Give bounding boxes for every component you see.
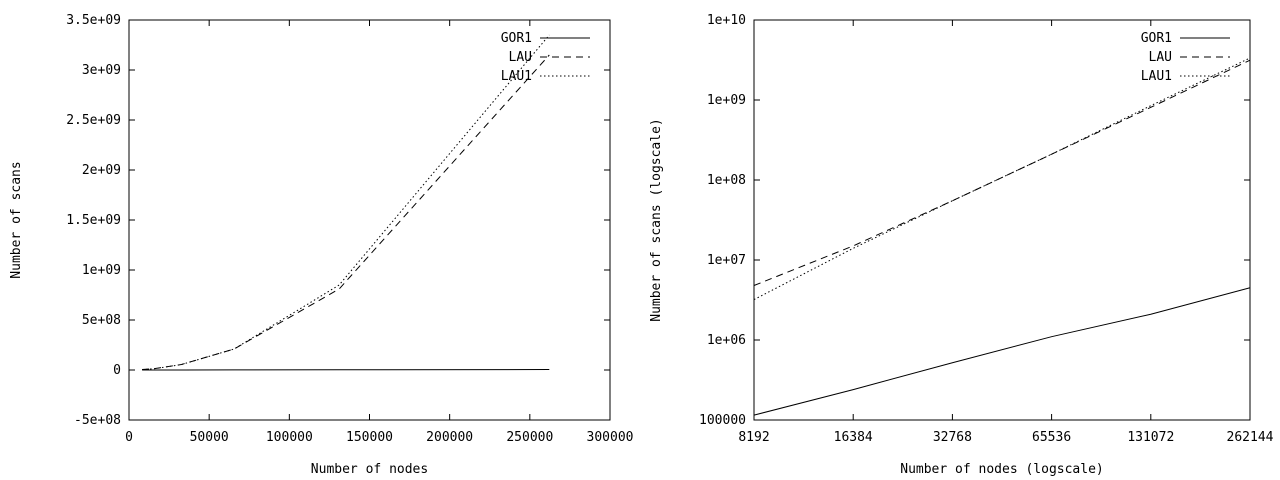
y-tick-label: 1e+06 bbox=[707, 333, 746, 348]
legend-label: LAU1 bbox=[1141, 69, 1172, 84]
chart-logscale: 8192 16384 32768 65536 131072 262144 100000 1e+… bbox=[649, 13, 1274, 477]
x-tick-label: 262144 bbox=[1227, 430, 1274, 445]
legend-label: LAU bbox=[509, 50, 532, 65]
x-tick-label: 150000 bbox=[346, 430, 393, 445]
y-tick-label: 1e+10 bbox=[707, 13, 746, 28]
x-tick-label: 0 bbox=[125, 430, 133, 445]
legend-label: GOR1 bbox=[1141, 31, 1172, 46]
y-tick-label: 1e+08 bbox=[707, 173, 746, 188]
y-tick-label: 100000 bbox=[699, 413, 746, 428]
y-axis-label: Number of scans (logscale) bbox=[649, 118, 664, 322]
y-tick-label: 2e+09 bbox=[82, 163, 121, 178]
x-tick-label: 131072 bbox=[1127, 430, 1174, 445]
y-tick-label: 3.5e+09 bbox=[66, 13, 121, 28]
series-line-gor1 bbox=[753, 287, 1251, 416]
y-tick-label: 1e+09 bbox=[82, 263, 121, 278]
x-tick-label: 32768 bbox=[933, 430, 972, 445]
y-tick-label: 2.5e+09 bbox=[66, 113, 121, 128]
x-tick-label: 300000 bbox=[587, 430, 634, 445]
x-tick-label: 8192 bbox=[738, 430, 769, 445]
x-tick-label: 200000 bbox=[426, 430, 473, 445]
y-tick-label: 0 bbox=[113, 363, 121, 378]
plot-frame bbox=[753, 19, 1251, 421]
y-tick-label: 1e+09 bbox=[707, 93, 746, 108]
y-tick-label: 5e+08 bbox=[82, 313, 121, 328]
legend-label: LAU bbox=[1149, 50, 1172, 65]
y-tick-label: 1e+07 bbox=[707, 253, 746, 268]
chart-linear: 0 50000 100000 150000 200000 250000 300000 -5e+… bbox=[9, 13, 633, 477]
y-tick-label: 3e+09 bbox=[82, 63, 121, 78]
series-line-lau1 bbox=[753, 57, 1251, 301]
y-tick-label: -5e+08 bbox=[74, 413, 121, 428]
x-tick-label: 65536 bbox=[1032, 430, 1071, 445]
x-tick-label: 50000 bbox=[190, 430, 229, 445]
legend-label: GOR1 bbox=[501, 31, 532, 46]
x-tick-label: 250000 bbox=[506, 430, 553, 445]
x-tick-label: 16384 bbox=[834, 430, 873, 445]
series-line-lau bbox=[142, 54, 550, 371]
plot-frame bbox=[128, 19, 611, 421]
x-axis-label: Number of nodes (logscale) bbox=[900, 462, 1104, 477]
y-axis-label: Number of scans bbox=[9, 161, 24, 278]
legend-label: LAU1 bbox=[501, 69, 532, 84]
x-tick-label: 100000 bbox=[266, 430, 313, 445]
y-tick-label: 1.5e+09 bbox=[66, 213, 121, 228]
x-axis-label: Number of nodes bbox=[311, 462, 428, 477]
series-line-lau1 bbox=[142, 34, 550, 371]
